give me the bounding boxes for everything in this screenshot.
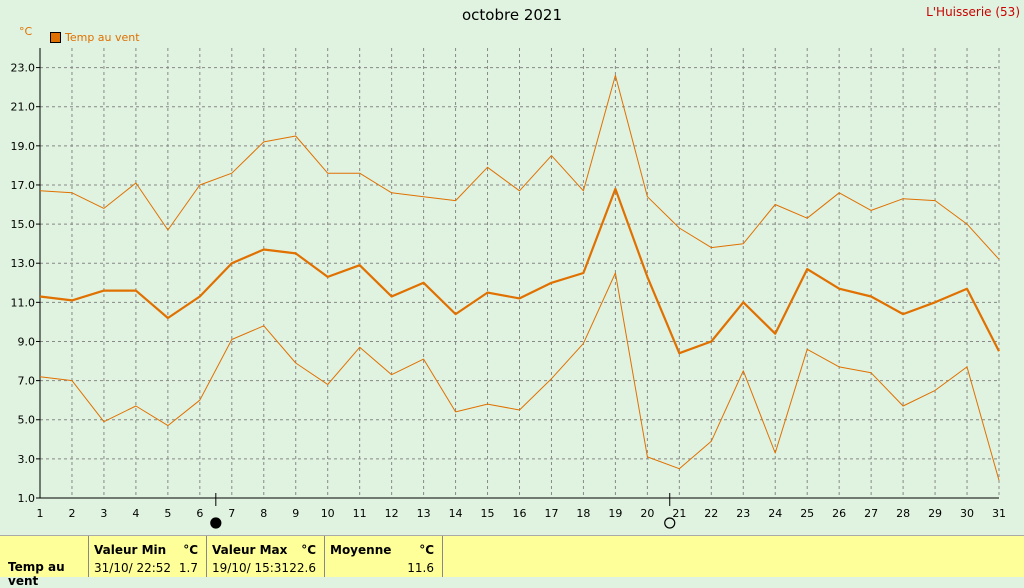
y-tick-label: 23.0 <box>11 62 36 75</box>
x-tick-label: 4 <box>132 507 139 520</box>
x-tick-label: 28 <box>896 507 910 520</box>
stats-mean-unit: °C <box>419 543 434 557</box>
x-tick-label: 7 <box>228 507 235 520</box>
y-tick-label: 19.0 <box>11 140 36 153</box>
station-label: L'Huisserie (53) <box>926 5 1020 19</box>
stats-mean-cell: Moyenne °C 11.6 <box>325 536 443 577</box>
y-tick-label: 9.0 <box>18 335 36 348</box>
x-tick-label: 2 <box>68 507 75 520</box>
stats-min-date: 31/10/ 22:52 <box>94 561 172 575</box>
x-tick-label: 29 <box>928 507 942 520</box>
stats-min-value: 1.7 <box>178 561 198 575</box>
stats-footer: Temp au vent Valeur Min °C 31/10/ 22:52 … <box>0 535 1024 588</box>
y-tick-label: 17.0 <box>11 179 36 192</box>
x-tick-label: 26 <box>832 507 846 520</box>
moon-full-icon <box>664 517 676 529</box>
x-tick-label: 22 <box>704 507 718 520</box>
y-tick-label: 3.0 <box>18 453 36 466</box>
x-tick-label: 30 <box>960 507 974 520</box>
y-tick-label: 13.0 <box>11 257 36 270</box>
stats-row-label-cell: Temp au vent <box>0 536 89 588</box>
x-tick-label: 8 <box>260 507 267 520</box>
chart-series <box>39 74 1000 481</box>
series-line-mean <box>39 187 1000 355</box>
legend-swatch <box>50 32 61 43</box>
y-tick-label: 21.0 <box>11 101 36 114</box>
x-tick-label: 13 <box>417 507 431 520</box>
legend: Temp au vent <box>50 31 140 44</box>
stats-max-unit: °C <box>301 543 316 557</box>
x-tick-label: 23 <box>736 507 750 520</box>
x-tick-label: 12 <box>385 507 399 520</box>
x-tick-label: 18 <box>576 507 590 520</box>
series-line-min <box>39 272 1000 481</box>
y-tick-label: 5.0 <box>18 414 36 427</box>
x-tick-label: 16 <box>513 507 527 520</box>
x-tick-label: 27 <box>864 507 878 520</box>
x-tick-label: 1 <box>37 507 44 520</box>
chart-axes <box>36 48 1000 499</box>
y-tick-label: 15.0 <box>11 218 36 231</box>
chart-title: octobre 2021 <box>461 6 562 24</box>
legend-label: Temp au vent <box>65 31 140 44</box>
chart-grid <box>40 48 999 498</box>
stats-min-unit: °C <box>183 543 198 557</box>
y-tick-label: 11.0 <box>11 296 36 309</box>
x-tick-label: 21 <box>672 507 686 520</box>
x-tick-label: 17 <box>544 507 558 520</box>
stats-max-date: 19/10/ 15:31 <box>212 561 290 575</box>
x-tick-label: 5 <box>164 507 171 520</box>
y-tick-label: 7.0 <box>18 375 36 388</box>
x-tick-label: 25 <box>800 507 814 520</box>
y-axis-unit: °C <box>19 25 33 38</box>
stats-min-header: Valeur Min <box>94 543 167 557</box>
x-tick-label: 24 <box>768 507 782 520</box>
stats-min-cell: Valeur Min °C 31/10/ 22:52 1.7 <box>89 536 207 577</box>
series-line-max <box>39 74 1000 260</box>
stats-mean-value: 11.6 <box>407 561 434 575</box>
x-tick-label: 19 <box>608 507 622 520</box>
x-tick-label: 3 <box>100 507 107 520</box>
x-tick-label: 11 <box>353 507 367 520</box>
x-tick-label: 31 <box>992 507 1006 520</box>
moon-phases <box>210 493 676 529</box>
moon-new-icon <box>210 517 222 529</box>
stats-max-value: 22.6 <box>289 561 316 575</box>
x-tick-label: 14 <box>449 507 463 520</box>
x-tick-label: 10 <box>321 507 335 520</box>
x-tick-label: 20 <box>640 507 654 520</box>
x-tick-label: 9 <box>292 507 299 520</box>
chart-tick-labels: 1 2 3 4 5 6 7 8 9 10 11 12 13 14 15 16 17 18 19 20 21 22 23 24 2… <box>11 62 1007 520</box>
x-tick-label: 6 <box>196 507 203 520</box>
chart: 1 2 3 4 5 6 7 8 9 10 11 12 13 14 15 16 17 18 19 20 21 22 23 24 2… <box>11 48 1007 529</box>
stats-max-header: Valeur Max <box>212 543 288 557</box>
stats-row-label: Temp au vent <box>8 560 65 588</box>
x-tick-label: 15 <box>481 507 495 520</box>
y-tick-label: 1.0 <box>18 492 36 505</box>
stats-max-cell: Valeur Max °C 19/10/ 15:31 22.6 <box>207 536 325 577</box>
stats-mean-header: Moyenne <box>330 543 392 557</box>
